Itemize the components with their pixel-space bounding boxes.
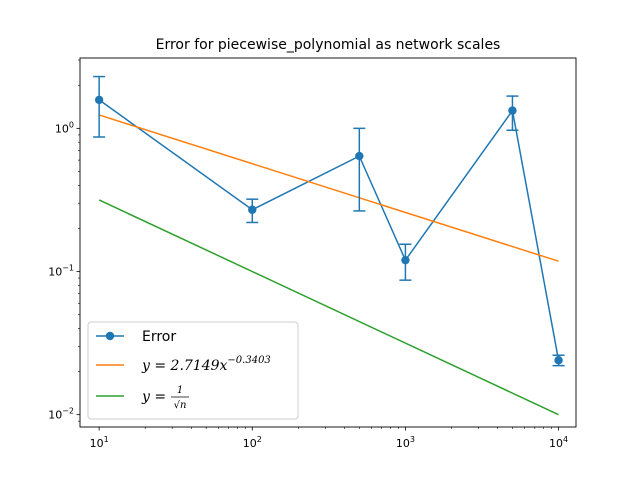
y-tick-label-base: 10 <box>48 409 62 422</box>
y-tick-label: 10−2 <box>48 407 74 422</box>
data-point <box>401 255 410 265</box>
x-tick-label-base: 10 <box>396 437 410 450</box>
y-tick-label-exponent: 0 <box>69 120 74 129</box>
legend-label-reference: y = <box>141 389 166 405</box>
plot-area <box>93 75 565 416</box>
legend-label-fit-main: y = 2.7149x <box>141 358 228 374</box>
series-line-2 <box>98 114 559 262</box>
legend-box <box>87 321 299 420</box>
x-tick-label-exponent: 1 <box>104 435 109 444</box>
legend-label-fit: y = 2.7149x−0.3403 <box>141 355 271 374</box>
y-tick-label: 100 <box>55 120 74 135</box>
legend-marker-error <box>105 331 115 341</box>
x-tick-label-base: 10 <box>549 437 563 450</box>
data-point <box>355 151 364 161</box>
x-tick-label-exponent: 2 <box>257 435 262 444</box>
x-tick-label: 101 <box>90 435 109 450</box>
legend-fraction-denominator: √n <box>174 400 187 411</box>
legend: Error y = 2.7149x−0.3403 y = 1 √n <box>87 321 299 420</box>
x-tick-label-base: 10 <box>90 437 104 450</box>
x-tick-label-exponent: 3 <box>410 435 415 444</box>
data-point <box>508 106 517 115</box>
legend-label-error: Error <box>142 329 176 345</box>
x-tick-label-base: 10 <box>243 437 257 450</box>
series-line-3 <box>98 199 559 416</box>
legend-fraction-numerator: 1 <box>177 385 183 396</box>
y-tick-label-base: 10 <box>55 122 69 135</box>
data-point <box>554 356 563 365</box>
series-line-1 <box>98 99 560 361</box>
x-tick-label: 102 <box>243 435 262 450</box>
data-point <box>248 205 257 214</box>
y-tick-label: 10−1 <box>48 264 74 279</box>
x-tick-label-exponent: 4 <box>563 435 568 444</box>
legend-label-fit-exponent: −0.3403 <box>227 355 270 366</box>
x-tick-label: 103 <box>396 435 415 450</box>
axes-frame <box>79 57 577 428</box>
data-point <box>94 95 104 105</box>
chart-title: Error for piecewise_polynomial as networ… <box>156 37 501 53</box>
y-tick-label-exponent: −2 <box>62 407 74 416</box>
x-tick-label: 104 <box>549 435 568 450</box>
y-tick-label-base: 10 <box>48 266 62 279</box>
y-tick-label-exponent: −1 <box>62 264 74 273</box>
